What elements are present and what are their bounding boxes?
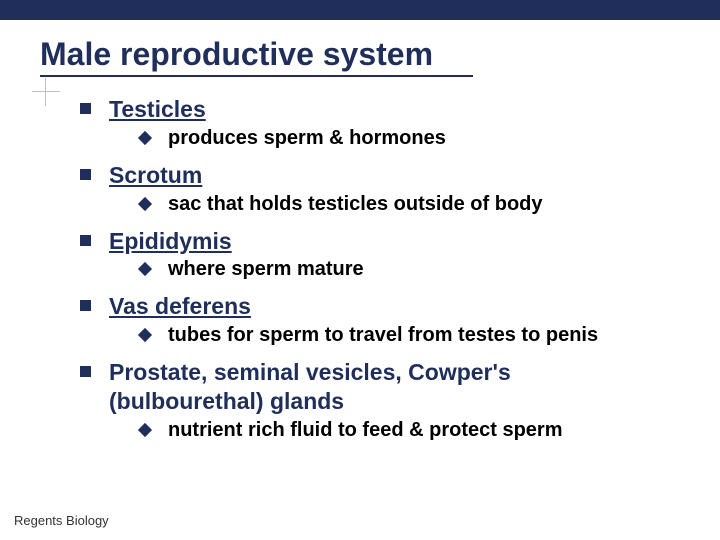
content-region: Testicles produces sperm & hormones Scro… [0, 77, 720, 443]
item-label: Scrotum [109, 161, 202, 190]
list-item: Vas deferens [80, 292, 640, 321]
item-label: Testicles [109, 95, 206, 124]
item-label: Epididymis [109, 227, 232, 256]
subitem-text: where sperm mature [168, 257, 364, 282]
header-bar [0, 0, 720, 20]
list-subitem: tubes for sperm to travel from testes to… [140, 323, 640, 348]
square-bullet-icon [80, 169, 91, 180]
diamond-bullet-icon [138, 262, 152, 276]
subitem-text: nutrient rich fluid to feed & protect sp… [168, 418, 562, 443]
square-bullet-icon [80, 300, 91, 311]
list-item: Epididymis [80, 227, 640, 256]
list-subitem: where sperm mature [140, 257, 640, 282]
item-label: Vas deferens [109, 292, 251, 321]
list-subitem: produces sperm & hormones [140, 126, 640, 151]
square-bullet-icon [80, 235, 91, 246]
list-subitem: sac that holds testicles outside of body [140, 192, 640, 217]
square-bullet-icon [80, 103, 91, 114]
subitem-text: tubes for sperm to travel from testes to… [168, 323, 598, 348]
diamond-bullet-icon [138, 131, 152, 145]
footer-text: Regents Biology [14, 513, 109, 528]
diamond-bullet-icon [138, 196, 152, 210]
title-region: Male reproductive system [0, 20, 720, 77]
item-label: Prostate, seminal vesicles, Cowper's (bu… [109, 358, 539, 416]
slide-title: Male reproductive system [40, 36, 473, 77]
list-item: Prostate, seminal vesicles, Cowper's (bu… [80, 358, 640, 416]
diamond-bullet-icon [138, 328, 152, 342]
list-item: Scrotum [80, 161, 640, 190]
subitem-text: sac that holds testicles outside of body [168, 192, 543, 217]
square-bullet-icon [80, 366, 91, 377]
diamond-bullet-icon [138, 422, 152, 436]
subitem-text: produces sperm & hormones [168, 126, 446, 151]
list-subitem: nutrient rich fluid to feed & protect sp… [140, 418, 640, 443]
list-item: Testicles [80, 95, 640, 124]
